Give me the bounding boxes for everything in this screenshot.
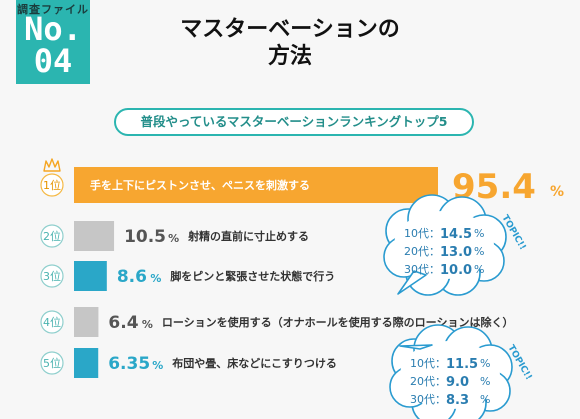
bar	[74, 261, 107, 291]
bar-category-label: 手を上下にピストンさせ、ペニスを刺激する	[90, 178, 310, 192]
breakdown-value: 8.3	[446, 393, 469, 408]
bubble-body	[394, 211, 494, 279]
rank-label: 2位	[43, 229, 61, 243]
bar	[74, 348, 99, 378]
breakdown-unit: %	[480, 393, 490, 406]
rank-circle	[40, 264, 64, 288]
rank-circle	[40, 310, 64, 334]
ranking-subtitle: 普段やっているマスターベーションランキングトップ5	[114, 108, 474, 136]
rank-circle	[40, 224, 64, 248]
breakdown-value: 14.5	[440, 227, 472, 242]
breakdown-age-label: 20代：	[404, 245, 440, 258]
breakdown-value: 11.5	[446, 357, 478, 372]
bar	[74, 307, 99, 337]
breakdown-unit: %	[480, 357, 490, 370]
bar-category-label: 脚をピンと緊張させた状態で行う	[170, 269, 335, 283]
value-label: 6.35	[108, 354, 150, 374]
value-unit: %	[150, 272, 161, 285]
breakdown-value: 9.0	[446, 375, 469, 390]
rank-label: 3位	[43, 269, 61, 283]
bar	[74, 221, 115, 251]
badge-number: 04	[33, 42, 73, 80]
bar-category-label: 布団や畳、床などにこすりつける	[172, 356, 337, 370]
breakdown-unit: %	[480, 375, 490, 388]
file-badge: 調査ファイル No. 04	[16, 0, 90, 84]
rank-label: 4位	[43, 315, 61, 329]
breakdown-age-label: 10代：	[410, 357, 446, 370]
breakdown-value: 10.0	[440, 263, 472, 278]
rank-label: 1位	[43, 178, 61, 192]
page-title-line2: 方法	[267, 44, 312, 69]
rank-circle	[40, 173, 64, 197]
bar-category-label: ローションを使用する（オナホールを使用する際のローションは除く）	[162, 315, 514, 329]
bubble-tail	[399, 344, 433, 350]
page-title: マスターベーションの 方法	[150, 16, 430, 70]
breakdown-value: 13.0	[440, 245, 472, 260]
value-label: 10.5	[124, 227, 166, 247]
value-label: 6.4	[108, 313, 138, 333]
badge-number-prefix: No.	[24, 10, 82, 48]
breakdown-age-label: 30代：	[410, 393, 446, 406]
value-unit: %	[142, 318, 153, 331]
value-unit: %	[152, 359, 163, 372]
bar-category-label: 射精の直前に寸止めする	[187, 229, 309, 243]
breakdown-age-label: 10代：	[404, 227, 440, 240]
breakdown-unit: %	[474, 263, 484, 276]
breakdown-age-label: 20代：	[410, 375, 446, 388]
page-title-line1: マスターベーションの	[180, 17, 400, 42]
value-unit: %	[550, 184, 564, 200]
crown-icon	[43, 158, 61, 172]
badge-caption: 調査ファイル	[17, 3, 89, 16]
breakdown-unit: %	[474, 227, 484, 240]
value-unit: %	[168, 232, 179, 245]
breakdown-age-label: 30代：	[404, 263, 440, 276]
bubble-body	[400, 341, 500, 409]
rank-circle	[40, 351, 64, 375]
value-label: 8.6	[117, 267, 147, 287]
bubble-tail	[397, 270, 427, 295]
rank-label: 5位	[43, 356, 61, 370]
breakdown-unit: %	[474, 245, 484, 258]
bar	[74, 167, 438, 203]
